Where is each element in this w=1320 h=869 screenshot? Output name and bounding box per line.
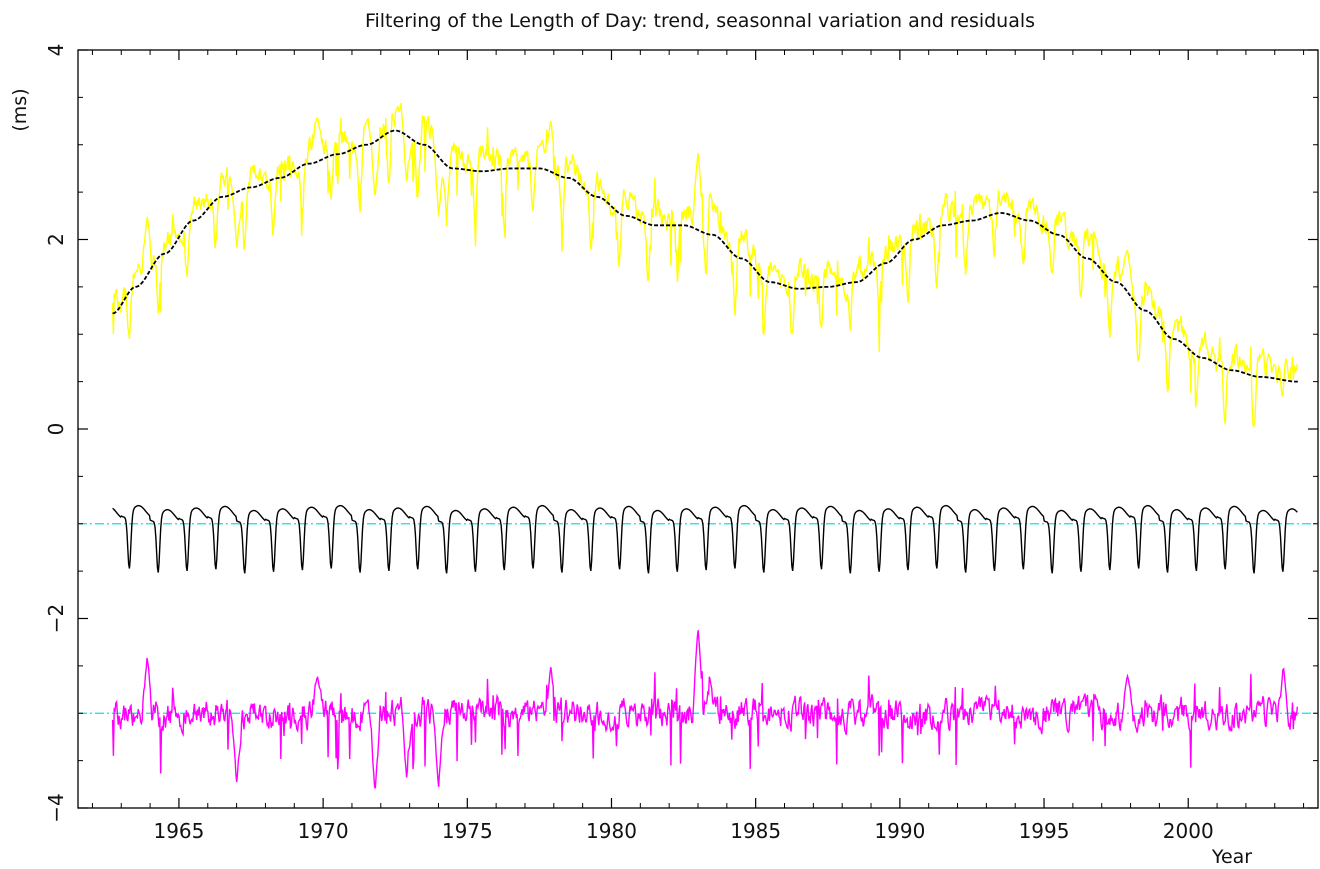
x-tick-label: 1985: [730, 819, 781, 843]
y-tick-label: −2: [44, 604, 68, 633]
plot-frame: [77, 49, 1319, 809]
axis-tick-labels: 1965 1970 1975 1980 1985 1990 1995 2000 −4 −2 0 2 4: [44, 44, 1214, 843]
x-axis-label: Year: [1211, 846, 1252, 868]
x-tick-label: 1975: [442, 819, 493, 843]
chart-title: Filtering of the Length of Day: trend, s…: [365, 10, 1035, 32]
raw-lod-line: [111, 102, 1299, 428]
x-tick-label: 1970: [298, 819, 349, 843]
x-tick-label: 1990: [874, 819, 925, 843]
x-tick-label: 1965: [153, 819, 204, 843]
reference-lines: [78, 523, 1318, 714]
x-tick-label: 1995: [1019, 819, 1070, 843]
series-layer: [111, 102, 1299, 789]
y-tick-label: 2: [44, 233, 68, 246]
y-tick-label: 0: [44, 423, 68, 436]
x-tick-label: 2000: [1163, 819, 1214, 843]
y-tick-label: 4: [44, 44, 68, 57]
y-tick-label: −4: [44, 793, 68, 822]
seasonal-variation-line: [112, 504, 1298, 574]
trend-line: [112, 129, 1298, 383]
y-axis-label: (ms): [9, 88, 31, 131]
residuals-line: [111, 630, 1299, 789]
x-tick-label: 1980: [586, 819, 637, 843]
axis-ticks: [78, 49, 1318, 809]
